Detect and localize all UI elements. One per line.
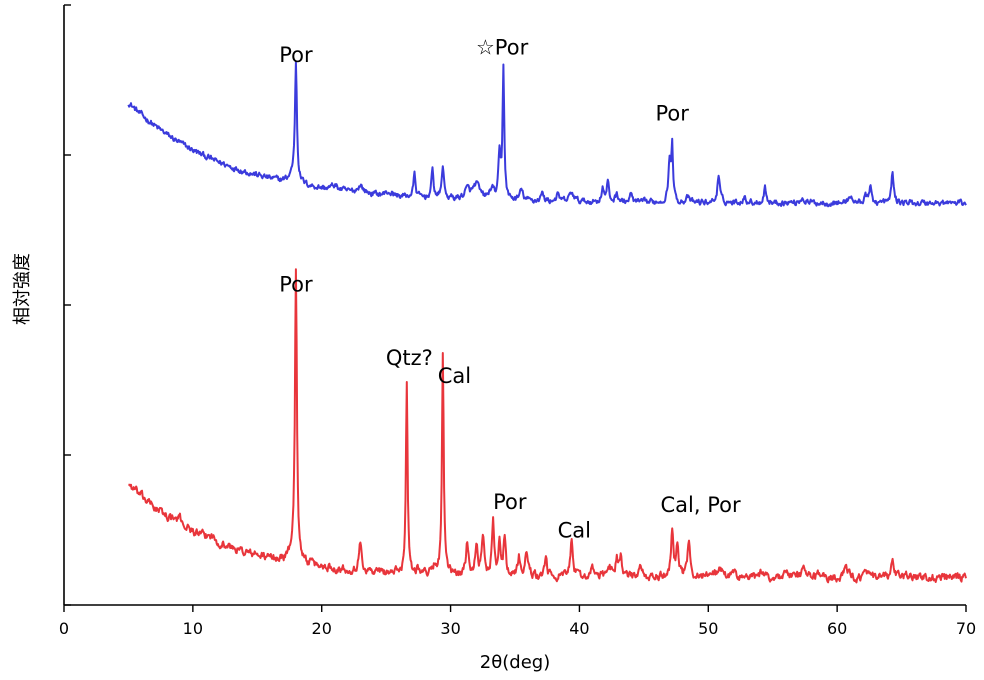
series-line-1 (127, 61, 967, 208)
peak-label: Cal, Por (660, 493, 740, 517)
peak-label: Por (493, 490, 527, 514)
x-axis-title: 2θ(deg) (480, 652, 550, 673)
peak-label: Por (656, 102, 690, 126)
x-tick-labels: 0 10 20 30 40 50 60 70 (59, 619, 976, 638)
series-line-2 (128, 268, 967, 584)
peak-label: Qtz? (386, 346, 433, 370)
x-tick-label: 60 (827, 619, 847, 638)
peak-label: Por (279, 43, 313, 67)
y-ticks (64, 4, 71, 606)
x-ticks (63, 605, 967, 612)
peak-label: Cal (438, 364, 471, 388)
y-axis-title: 相対強度 (12, 253, 33, 325)
x-tick-label: 20 (312, 619, 332, 638)
x-tick-label: 70 (956, 619, 976, 638)
axes (63, 5, 966, 606)
x-tick-label: 30 (440, 619, 460, 638)
x-tick-label: 40 (569, 619, 589, 638)
peak-label: ☆Por (476, 36, 529, 60)
x-tick-label: 0 (59, 619, 69, 638)
peak-label: Por (279, 273, 313, 297)
series-group (127, 61, 967, 584)
x-tick-label: 10 (183, 619, 203, 638)
x-tick-label: 50 (698, 619, 718, 638)
peak-label: Cal (558, 519, 591, 543)
